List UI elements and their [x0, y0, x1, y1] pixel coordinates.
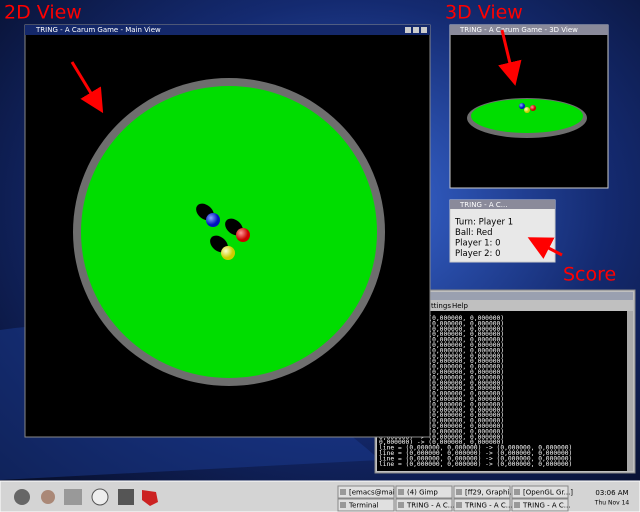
terminal-line: 0,000000) -> (0,000000, 0,000000) — [379, 380, 504, 387]
task-button[interactable] — [395, 498, 453, 512]
terminal-line: 0,000000) -> (0,000000, 0,000000) — [379, 315, 504, 322]
task-icon — [456, 502, 462, 508]
terminal-line: line = (0,000000, 0,000000) -> (0,000000… — [379, 461, 572, 468]
task-label[interactable]: Terminal — [348, 502, 379, 510]
annotation: 3D View — [445, 2, 523, 24]
task-label[interactable]: (4) Gimp — [407, 489, 438, 497]
task-icon — [456, 489, 462, 495]
annotation: 2D View — [4, 2, 82, 24]
menu-item[interactable]: ttings — [431, 302, 451, 310]
task-label[interactable]: TRING - A C... — [464, 502, 512, 510]
task-label[interactable]: TRING - A C... — [406, 502, 454, 510]
menu-item[interactable]: Help — [452, 302, 469, 310]
balls — [196, 203, 250, 260]
task-button[interactable] — [511, 498, 569, 512]
task-button[interactable] — [453, 485, 511, 499]
task-icon — [398, 489, 404, 495]
terminal-line: 0,000000) -> (0,000000, 0,000000) — [379, 434, 504, 441]
task-icon — [340, 502, 346, 508]
terminal-line: 0,000000) -> (0,000000, 0,000000) — [379, 353, 504, 360]
terminal-line: 0,000000) -> (0,000000, 0,000000) — [379, 401, 504, 408]
annotation: Score — [563, 264, 616, 286]
clock-date: Thu Nov 14 — [594, 500, 630, 507]
terminal-line: 0,000000) -> (0,000000, 0,000000) — [379, 391, 504, 398]
terminal-line: 0,000000) -> (0,000000, 0,000000) — [379, 439, 504, 446]
window-title: TRING - A Carum Game - Main View — [35, 26, 161, 34]
terminal-line: 0,000000) -> (0,000000, 0,000000) — [379, 347, 504, 354]
task-label[interactable]: TRING - A C... — [522, 502, 570, 510]
task-button[interactable] — [337, 498, 395, 512]
terminal-line: 0,000000) -> (0,000000, 0,000000) — [379, 412, 504, 419]
terminal-line: line = (0,000000, 0,000000) -> (0,000000… — [379, 445, 572, 452]
terminal-line: 0,000000) -> (0,000000, 0,000000) — [379, 331, 504, 338]
score-line: Ball: Red — [455, 228, 492, 238]
terminal-line: 0,000000) -> (0,000000, 0,000000) — [379, 342, 504, 349]
terminal-line: 0,000000) -> (0,000000, 0,000000) — [379, 320, 504, 327]
terminal-line: line = (0,000000, 0,000000) -> (0,000000… — [379, 455, 572, 462]
task-icon — [514, 489, 520, 495]
terminal-line: 0,000000) -> (0,000000, 0,000000) — [379, 423, 504, 430]
terminal-line: 0,000000) -> (0,000000, 0,000000) — [379, 385, 504, 392]
score-line: Player 1: 0 — [455, 239, 501, 249]
task-button[interactable] — [337, 485, 395, 499]
window-title: TRING - A Carum Game - 3D View — [459, 26, 578, 34]
task-label[interactable]: [OpenGL Gr...] — [523, 489, 573, 497]
terminal-line: line = (0,000000, 0,000000) -> (0,000000… — [379, 450, 572, 457]
task-button[interactable] — [453, 498, 511, 512]
task-label[interactable]: [ff29, Graphi...] — [465, 489, 519, 497]
view-3d-window[interactable] — [449, 24, 609, 189]
task-icon — [398, 502, 404, 508]
task-icon — [340, 489, 346, 495]
terminal-line: 0,000000) -> (0,000000, 0,000000) — [379, 337, 504, 344]
score-line: Turn: Player 1 — [454, 218, 513, 228]
terminal-line: 0,000000) -> (0,000000, 0,000000) — [379, 418, 504, 425]
terminal-line: 0,000000) -> (0,000000, 0,000000) — [379, 374, 504, 381]
task-button[interactable] — [511, 485, 569, 499]
terminal-line: 0,000000) -> (0,000000, 0,000000) — [379, 326, 504, 333]
terminal-line: 0,000000) -> (0,000000, 0,000000) — [379, 364, 504, 371]
task-label[interactable]: [emacs@mai...] — [349, 489, 404, 497]
arrow — [527, 237, 563, 259]
terminal-line: 0,000000) -> (0,000000, 0,000000) — [379, 428, 504, 435]
window-title: TRING - A C... — [459, 201, 507, 209]
arrow — [498, 29, 522, 86]
task-button[interactable] — [395, 485, 453, 499]
board — [81, 86, 377, 378]
task-icon — [514, 502, 520, 508]
terminal-line: 0,000000) -> (0,000000, 0,000000) — [379, 369, 504, 376]
arrow — [70, 61, 104, 114]
clock-time: 03:06 AM — [595, 489, 628, 497]
score-line: Player 2: 0 — [455, 249, 501, 259]
terminal-line: 0,000000) -> (0,000000, 0,000000) — [379, 358, 504, 365]
terminal-line: 0,000000) -> (0,000000, 0,000000) — [379, 396, 504, 403]
terminal-line: 0,000000) -> (0,000000, 0,000000) — [379, 407, 504, 414]
